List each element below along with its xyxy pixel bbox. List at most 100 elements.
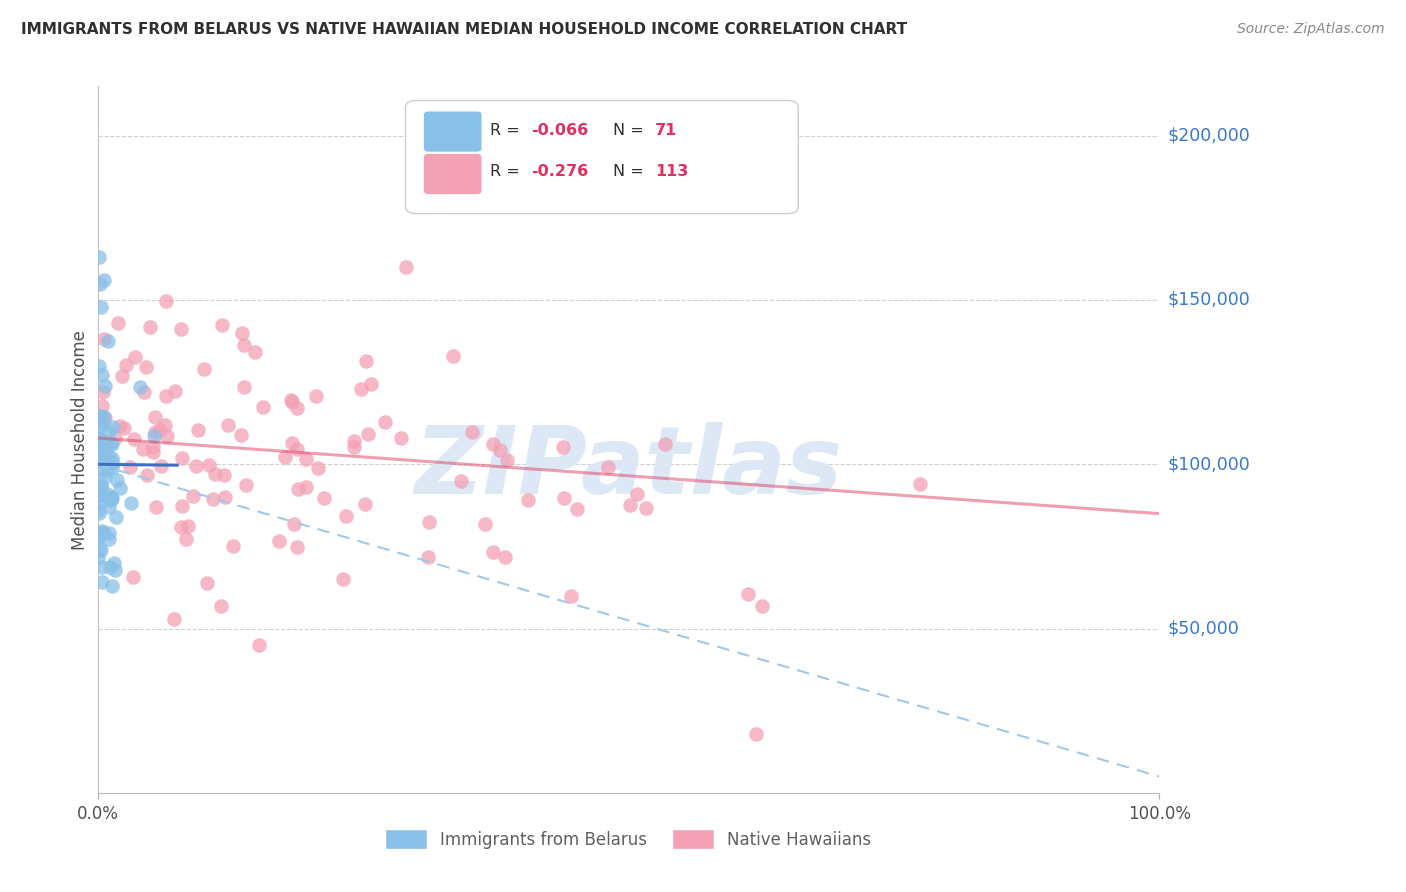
Point: [108, 418, 131, 433]
Point: [87, 432, 110, 446]
Point: [184, 458, 207, 473]
Point: [98, 450, 121, 464]
Text: N =: N =: [613, 164, 648, 179]
Point: [101, 461, 124, 475]
Point: [98, 436, 121, 450]
Point: [104, 563, 127, 577]
Point: [285, 442, 308, 457]
FancyBboxPatch shape: [423, 153, 482, 194]
Text: R =: R =: [491, 164, 526, 179]
Point: [100, 579, 122, 593]
Point: [287, 482, 309, 496]
Point: [172, 451, 194, 466]
Point: [751, 599, 773, 613]
Point: [93, 526, 115, 541]
Point: [87, 453, 110, 467]
Text: 113: 113: [655, 164, 689, 179]
Point: [193, 362, 215, 376]
Point: [90, 480, 112, 494]
Point: [170, 520, 193, 534]
Point: [145, 410, 167, 425]
Point: [96, 487, 118, 501]
Point: [745, 727, 768, 741]
Point: [89, 420, 111, 434]
Point: [90, 524, 112, 539]
Point: [100, 436, 122, 450]
Point: [335, 509, 357, 524]
Point: [281, 435, 304, 450]
Point: [96, 464, 118, 478]
Point: [202, 491, 225, 506]
Point: [626, 487, 648, 501]
Point: [87, 506, 110, 520]
Point: [91, 385, 114, 400]
Point: [280, 393, 302, 408]
Point: [122, 569, 145, 583]
Point: [91, 416, 114, 430]
Text: $150,000: $150,000: [1167, 291, 1250, 309]
Point: [155, 294, 177, 309]
Point: [305, 389, 328, 403]
Point: [481, 437, 503, 451]
Point: [90, 488, 112, 502]
Text: -0.276: -0.276: [530, 164, 588, 179]
Point: [314, 491, 336, 505]
Point: [98, 500, 121, 515]
Point: [87, 431, 110, 445]
Point: [87, 503, 110, 517]
Point: [101, 491, 124, 506]
Point: [97, 424, 120, 438]
Point: [342, 440, 364, 454]
Point: [101, 457, 124, 471]
Point: [87, 550, 110, 565]
Point: [197, 458, 219, 473]
Point: [307, 461, 329, 475]
Point: [360, 376, 382, 391]
Point: [155, 417, 177, 432]
Point: [553, 491, 575, 506]
Point: [619, 498, 641, 512]
Point: [553, 440, 575, 454]
Point: [450, 474, 472, 488]
Point: [90, 449, 112, 463]
Point: [97, 532, 120, 546]
Point: [232, 380, 254, 394]
Point: [243, 345, 266, 359]
Point: [155, 389, 177, 403]
Point: [232, 337, 254, 351]
Point: [132, 442, 155, 456]
Point: [172, 499, 194, 513]
Point: [132, 385, 155, 400]
Point: [93, 411, 115, 425]
Text: 71: 71: [655, 123, 678, 138]
Point: [343, 434, 366, 448]
Point: [142, 440, 165, 454]
Point: [90, 524, 112, 538]
Point: [93, 332, 115, 346]
Point: [129, 380, 152, 394]
Legend: Immigrants from Belarus, Native Hawaiians: Immigrants from Belarus, Native Hawaiian…: [378, 822, 879, 855]
Point: [100, 451, 122, 466]
Point: [231, 326, 253, 340]
Text: R =: R =: [491, 123, 526, 138]
Point: [596, 460, 619, 475]
Point: [395, 260, 418, 274]
Point: [87, 409, 110, 423]
Point: [103, 557, 125, 571]
Point: [100, 491, 122, 505]
Point: [494, 550, 516, 565]
Point: [636, 501, 658, 516]
Point: [90, 300, 112, 314]
Point: [104, 509, 127, 524]
Point: [89, 359, 111, 373]
Point: [139, 319, 162, 334]
Point: [91, 575, 114, 590]
Y-axis label: Median Household Income: Median Household Income: [72, 330, 89, 549]
Point: [294, 480, 316, 494]
Point: [212, 468, 235, 483]
Point: [418, 549, 440, 564]
Point: [163, 384, 186, 398]
Point: [90, 441, 112, 455]
Point: [156, 429, 179, 443]
Point: [149, 423, 172, 437]
